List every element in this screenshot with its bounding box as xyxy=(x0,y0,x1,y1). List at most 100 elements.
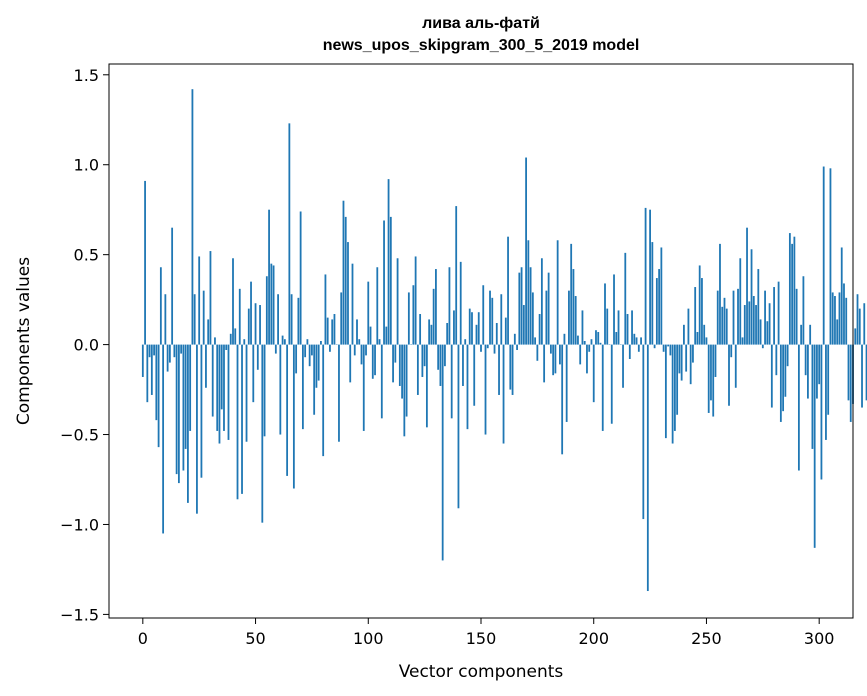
bar xyxy=(813,344,816,548)
bar xyxy=(687,308,690,345)
bar xyxy=(849,344,852,422)
bar xyxy=(529,267,532,345)
bar xyxy=(827,344,830,415)
bar xyxy=(193,294,196,345)
bar xyxy=(770,344,773,408)
x-tick-label: 150 xyxy=(466,629,497,648)
bar xyxy=(692,344,694,363)
bar xyxy=(311,344,313,356)
y-tick-label: −0.5 xyxy=(60,426,99,445)
bar xyxy=(466,344,469,430)
bar xyxy=(676,344,679,415)
bar xyxy=(331,319,334,345)
bar xyxy=(622,344,624,388)
bar xyxy=(646,344,649,592)
bar xyxy=(617,310,620,345)
bar xyxy=(220,344,223,410)
bar xyxy=(525,157,527,345)
bar xyxy=(854,328,857,345)
bar xyxy=(141,344,144,377)
bar xyxy=(863,303,866,345)
bar xyxy=(444,344,446,367)
bar xyxy=(286,344,289,476)
bar xyxy=(146,344,149,403)
bar xyxy=(703,324,706,345)
bar xyxy=(159,267,162,345)
bar xyxy=(389,216,392,345)
bar xyxy=(448,267,451,345)
bar xyxy=(254,303,257,345)
bar xyxy=(371,344,374,379)
bar xyxy=(432,288,435,345)
bar xyxy=(250,281,252,345)
bar xyxy=(259,305,261,345)
bar xyxy=(574,296,577,345)
bar xyxy=(795,288,798,345)
bar xyxy=(265,276,268,345)
y-tick-label: 0.5 xyxy=(74,246,99,265)
bar xyxy=(484,344,487,435)
bar xyxy=(401,344,403,399)
bar xyxy=(405,344,408,417)
chart-subtitle: news_upos_skipgram_300_5_2019 model xyxy=(323,37,640,54)
bar xyxy=(340,292,343,345)
bar xyxy=(342,200,345,345)
bar xyxy=(421,344,424,377)
bar xyxy=(610,344,613,424)
bar xyxy=(200,344,203,478)
bar xyxy=(419,314,422,345)
bar xyxy=(247,308,250,345)
x-axis-label: Vector components xyxy=(399,662,564,682)
bar xyxy=(462,344,464,386)
bar xyxy=(507,236,509,345)
bar xyxy=(504,317,507,345)
bar xyxy=(351,263,354,345)
bar xyxy=(577,335,579,345)
bar xyxy=(471,312,473,345)
bar xyxy=(604,283,606,345)
x-tick-label: 200 xyxy=(578,629,609,648)
bar xyxy=(536,344,539,361)
bar xyxy=(640,337,642,345)
bar xyxy=(403,344,406,437)
bar xyxy=(317,344,320,381)
bar xyxy=(473,344,476,406)
bar xyxy=(207,319,210,345)
bar xyxy=(313,344,316,415)
y-tick-label: 1.0 xyxy=(74,156,99,175)
bar xyxy=(750,249,753,345)
bar xyxy=(306,339,309,345)
bar xyxy=(435,269,437,345)
bar xyxy=(570,243,573,345)
bar xyxy=(777,281,780,345)
bar xyxy=(836,319,839,345)
bar xyxy=(326,317,329,345)
bar xyxy=(561,344,564,455)
bar xyxy=(398,344,401,386)
bar xyxy=(559,344,561,365)
bar xyxy=(297,297,300,345)
bar xyxy=(369,326,372,345)
bar xyxy=(191,89,194,345)
bar xyxy=(263,344,266,437)
bar xyxy=(150,344,153,395)
bar xyxy=(489,290,491,345)
bar xyxy=(416,344,419,395)
bar xyxy=(423,344,426,367)
bar xyxy=(680,344,683,381)
bar xyxy=(788,233,791,345)
bar xyxy=(272,265,275,345)
bar xyxy=(229,333,232,345)
bar xyxy=(168,344,171,363)
bar xyxy=(500,294,503,345)
x-tick-label: 0 xyxy=(138,629,148,648)
bar xyxy=(261,344,264,523)
bar xyxy=(299,211,302,345)
bar xyxy=(773,287,775,345)
bar xyxy=(683,324,685,345)
bar xyxy=(628,344,631,359)
bar xyxy=(613,274,615,345)
bar xyxy=(520,267,523,345)
bar xyxy=(513,333,516,345)
bar xyxy=(590,339,593,345)
